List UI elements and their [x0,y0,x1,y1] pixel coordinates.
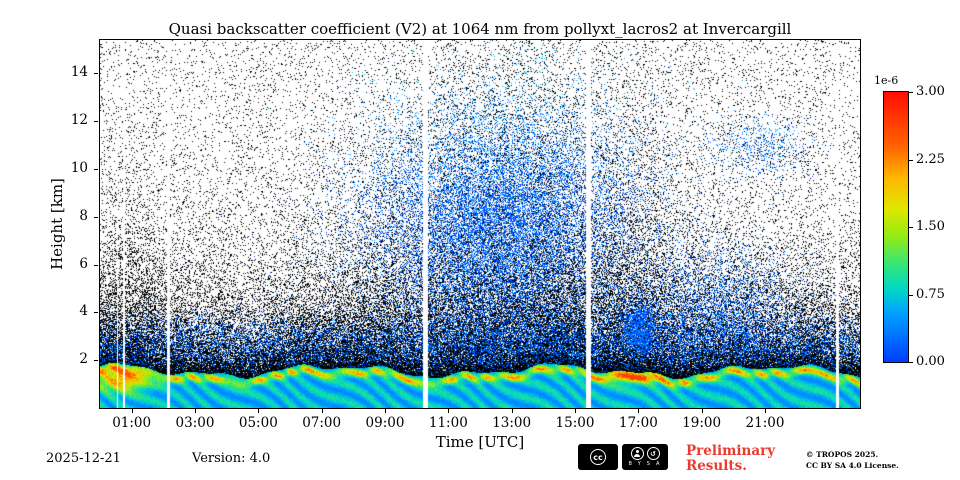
preliminary-note: Preliminary Results. [686,444,775,474]
y-tick-mark [94,121,98,123]
colorbar-tick-mark [909,294,913,296]
x-tick-label: 15:00 [555,415,595,431]
x-tick-mark [575,409,576,413]
x-tick-mark [321,409,323,413]
y-tick-label: 8 [79,207,88,224]
y-tick-label: 4 [79,303,88,320]
x-tick-mark [701,409,703,413]
colorbar-tick-mark [909,227,913,228]
preliminary-line1: Preliminary [686,443,776,459]
y-tick-mark [94,73,98,75]
colorbar-tick-label: 0.00 [916,354,945,369]
x-tick-mark [258,409,260,413]
colorbar-tick-label: 1.50 [916,219,945,234]
cc-icon-text: cc [593,452,603,462]
colorbar-tick-label: 0.75 [916,286,945,302]
colorbar-tick-label: 3.00 [916,84,945,99]
y-tick-mark [94,312,98,314]
x-tick-label: 11:00 [428,415,468,431]
colorbar-canvas [884,92,908,362]
y-tick-label: 10 [70,160,88,177]
colorbar-tick-label: 2.25 [916,151,945,167]
by-sa-icon-row: ↺ [630,447,660,460]
sa-icon-glyph: ↺ [650,449,656,458]
copyright-note: © TROPOS 2025. CC BY SA 4.0 License. [806,449,899,471]
copyright-line2: CC BY SA 4.0 License. [806,461,899,470]
x-tick-mark [131,409,133,413]
by-sa-labels: BYSA [625,461,666,467]
copyright-line1: © TROPOS 2025. [806,450,879,459]
y-tick-label: 12 [70,112,88,129]
colorbar-tick-mark [909,159,913,161]
heatmap-canvas [100,40,860,408]
x-tick-mark [195,409,196,413]
by-label: BY [628,461,647,467]
colorbar-exponent-label: 1e-6 [874,74,899,87]
x-tick-label: 19:00 [682,415,722,431]
y-tick-label: 2 [79,351,88,368]
y-tick-label: 6 [79,255,88,272]
by-sa-badge: ↺ BYSA [622,444,668,470]
x-tick-label: 13:00 [492,415,532,431]
cc-license-badges: cc ↺ BYSA [578,444,668,470]
x-tick-label: 03:00 [175,415,215,431]
x-tick-label: 07:00 [302,415,342,431]
x-tick-label: 09:00 [365,415,405,431]
measurement-date: 2025-12-21 [46,451,121,466]
y-tick-mark [94,360,98,362]
x-tick-mark [765,409,766,413]
chart-title: Quasi backscatter coefficient (V2) at 10… [168,20,792,38]
y-tick-mark [94,264,98,266]
x-tick-mark [638,409,640,413]
colorbar-tick-mark [909,362,913,363]
y-tick-mark [94,216,98,218]
y-tick-label: 14 [70,64,88,81]
cc-icon: cc [590,449,606,465]
sa-icon: ↺ [646,447,660,460]
y-tick-mark [94,169,98,171]
x-tick-label: 17:00 [618,415,658,431]
x-tick-mark [385,409,386,413]
x-tick-mark [511,409,513,413]
preliminary-line2: Results. [686,458,747,474]
x-tick-label: 01:00 [112,415,152,431]
x-tick-label: 21:00 [745,415,785,431]
x-tick-mark [448,409,450,413]
by-person-icon [630,447,644,460]
x-axis-label: Time [UTC] [435,433,525,451]
sa-label: SA [646,461,666,467]
cc-badge: cc [578,444,618,470]
colorbar-tick-mark [909,92,913,93]
version-label: Version: 4.0 [192,451,271,466]
x-tick-label: 05:00 [238,415,278,431]
